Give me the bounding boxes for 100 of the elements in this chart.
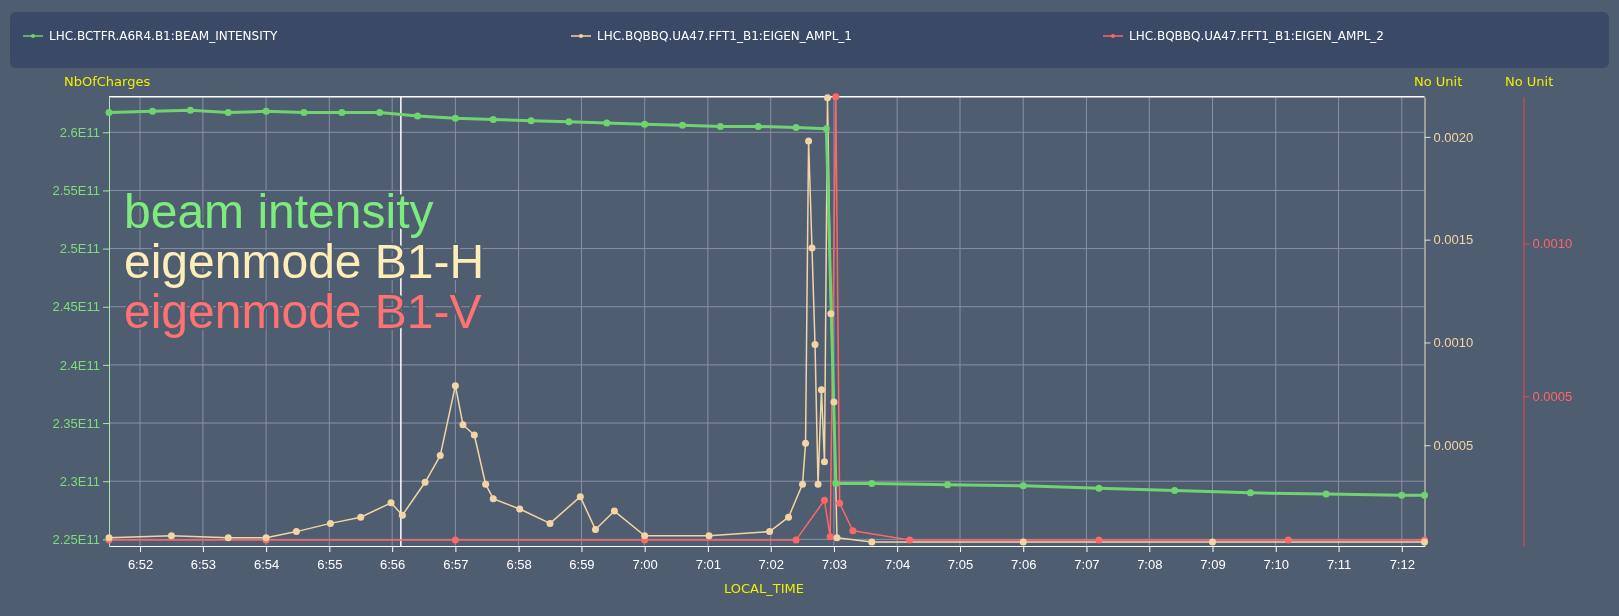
point [603,119,611,127]
point [805,137,813,145]
point [451,114,459,122]
point [754,122,762,130]
x-tick-label: 7:05 [947,557,974,573]
legend-label: LHC.BQBBQ.UA47.FFT1_B1:EIGEN_AMPL_2 [1129,29,1384,43]
x-tick-label: 6:52 [127,557,154,573]
legend-label: LHC.BCTFR.A6R4.B1:BEAM_INTENSITY [49,29,279,43]
point [802,439,810,447]
point [527,117,535,125]
point [451,536,459,544]
point [1421,491,1428,499]
point [489,115,497,123]
point [167,532,175,540]
y-tick-label: 2.5E11 [59,241,100,257]
point [1019,482,1027,490]
point [705,532,713,540]
point [641,532,649,540]
point [820,458,828,466]
point [868,480,876,488]
point [300,109,308,116]
point [262,107,270,115]
point [516,505,524,513]
point [716,122,724,130]
x-tick-label: 6:56 [380,557,406,573]
point [799,480,807,488]
point [944,481,952,489]
point [906,536,914,544]
y3-tick-label: 0.0005 [1532,388,1573,404]
point [546,519,554,527]
point [826,533,834,541]
x-tick-label: 7:02 [758,557,784,573]
point [414,112,422,120]
y-tick-label: 2.6E11 [59,124,100,140]
point [833,534,841,542]
point [824,94,832,102]
point [398,511,406,519]
point [792,124,800,132]
y2-tick-label: 0.0015 [1433,232,1474,248]
point [849,527,857,535]
point [822,125,830,133]
y-tick-label: 2.4E11 [59,357,100,373]
point [376,109,384,116]
x-tick-label: 6:55 [317,557,343,573]
y-axis-title: NbOfCharges [64,74,151,89]
point [1322,490,1330,498]
point [817,386,825,394]
point [421,478,429,486]
x-tick-label: 6:59 [569,557,595,573]
point [1095,536,1103,544]
point [1095,484,1103,492]
point [868,538,876,546]
y2-axis-title: No Unit [1414,74,1463,89]
legend-label: LHC.BQBBQ.UA47.FFT1_B1:EIGEN_AMPL_1 [597,29,852,43]
y-tick-label: 2.3E11 [59,473,100,489]
point [149,107,157,115]
point [811,341,819,349]
y2-tick-label: 0.0005 [1433,437,1474,453]
y2-tick-label: 0.0010 [1433,335,1474,351]
y-tick-label: 2.35E11 [52,415,100,431]
point [357,513,365,521]
point [565,118,573,126]
x-tick-label: 7:09 [1200,557,1226,573]
x-tick-label: 7:04 [885,557,911,573]
point [1209,538,1217,546]
x-tick-label: 7:03 [821,557,848,573]
point [105,109,113,116]
point [591,526,599,534]
point [832,93,840,101]
y-tick-label: 2.45E11 [52,299,100,315]
point [576,493,584,501]
point [814,480,822,488]
point [224,109,232,116]
point [1398,491,1406,499]
point [292,528,300,536]
x-tick-label: 6:53 [190,557,217,573]
x-tick-label: 7:00 [632,557,658,573]
x-tick-label: 6:58 [506,557,532,573]
point [482,480,490,488]
point [489,495,497,503]
x-tick-label: 7:01 [695,557,722,573]
x-tick-label: 6:54 [253,557,280,573]
point [224,534,232,542]
y3-axis-title: No Unit [1505,74,1554,89]
x-tick-label: 7:08 [1137,557,1163,573]
point [451,382,459,390]
x-tick-label: 7:10 [1263,557,1289,573]
point [459,421,467,429]
point [808,244,816,252]
point [338,109,346,116]
point [830,398,838,406]
point [1246,489,1254,497]
point [1284,536,1292,544]
point [820,496,828,504]
x-tick-label: 6:57 [443,557,469,573]
point [610,507,618,515]
y3-tick-label: 0.0010 [1532,236,1573,252]
x-tick-label: 7:11 [1326,557,1352,573]
point [792,536,800,544]
point [832,480,840,488]
